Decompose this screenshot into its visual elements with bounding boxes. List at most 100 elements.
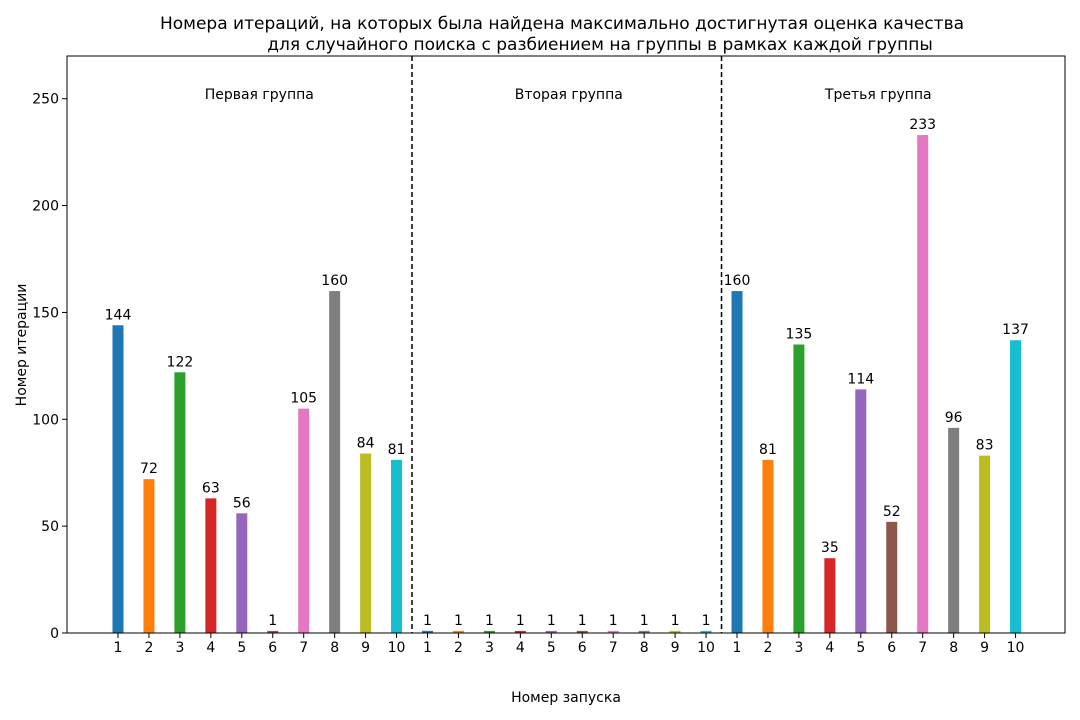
bar-group1-run8 xyxy=(329,291,341,633)
y-tick-label: 0 xyxy=(50,626,59,642)
bar-group2-run7 xyxy=(607,630,619,633)
x-tick-label: 6 xyxy=(887,640,896,656)
bar-value-label: 1 xyxy=(268,613,277,629)
bar-value-label: 1 xyxy=(423,613,432,629)
bar-group3-run8 xyxy=(948,427,960,633)
group-label: Вторая группа xyxy=(515,87,623,103)
bar-value-label: 52 xyxy=(883,504,901,520)
y-tick-label: 250 xyxy=(32,92,59,108)
bar-value-label: 1 xyxy=(609,613,618,629)
bar-group3-run5 xyxy=(855,389,867,633)
bar-group3-run10 xyxy=(1010,340,1022,633)
bar-value-label: 1 xyxy=(640,613,649,629)
bar-group2-run10 xyxy=(700,630,712,633)
y-tick-label: 50 xyxy=(41,519,59,535)
x-tick-label: 1 xyxy=(423,640,432,656)
x-tick-label: 8 xyxy=(949,640,958,656)
x-tick-label: 4 xyxy=(206,640,215,656)
group-label: Третья группа xyxy=(824,87,932,103)
bar-value-label: 1 xyxy=(671,613,680,629)
bar-value-label: 135 xyxy=(786,327,813,343)
x-tick-label: 4 xyxy=(516,640,525,656)
y-tick-label: 200 xyxy=(32,199,59,215)
y-tick-label: 100 xyxy=(32,412,59,428)
x-tick-label: 9 xyxy=(671,640,680,656)
x-tick-label: 10 xyxy=(1007,640,1025,656)
x-tick-label: 3 xyxy=(794,640,803,656)
bar-group3-run4 xyxy=(824,558,836,633)
bar-value-label: 56 xyxy=(233,495,251,511)
bar-group3-run2 xyxy=(762,459,774,633)
x-tick-label: 3 xyxy=(175,640,184,656)
bar-value-label: 114 xyxy=(847,371,874,387)
chart-title-line-2: для случайного поиска с разбиением на гр… xyxy=(267,35,933,55)
x-tick-label: 7 xyxy=(299,640,308,656)
x-tick-label: 2 xyxy=(454,640,463,656)
bar-value-label: 81 xyxy=(759,442,777,458)
bar-value-label: 35 xyxy=(821,540,839,556)
x-tick-label: 1 xyxy=(733,640,742,656)
x-tick-label: 8 xyxy=(640,640,649,656)
bar-group2-run6 xyxy=(576,630,588,633)
x-tick-label: 10 xyxy=(388,640,406,656)
y-tick-label: 150 xyxy=(32,305,59,321)
bar-value-label: 84 xyxy=(357,435,375,451)
x-tick-label: 7 xyxy=(609,640,618,656)
bar-group1-run3 xyxy=(174,372,186,633)
bar-group1-run2 xyxy=(143,479,155,633)
bar-value-label: 233 xyxy=(909,117,936,133)
bar-group2-run2 xyxy=(452,630,464,633)
plot-area: 0501001502002501441722122363456516105716… xyxy=(32,55,1066,656)
x-tick-label: 2 xyxy=(144,640,153,656)
x-tick-label: 8 xyxy=(330,640,339,656)
bar-group2-run3 xyxy=(483,630,495,633)
bar-group2-run9 xyxy=(669,630,681,633)
x-tick-label: 5 xyxy=(856,640,865,656)
bar-group1-run10 xyxy=(391,459,403,633)
x-tick-label: 6 xyxy=(578,640,587,656)
x-tick-label: 7 xyxy=(918,640,927,656)
bar-group1-run6 xyxy=(267,630,279,633)
bar-group3-run9 xyxy=(979,455,991,633)
bar-value-label: 137 xyxy=(1002,322,1029,338)
x-tick-label: 9 xyxy=(980,640,989,656)
bar-group2-run5 xyxy=(545,630,557,633)
x-tick-label: 10 xyxy=(697,640,715,656)
x-tick-label: 4 xyxy=(825,640,834,656)
x-tick-label: 5 xyxy=(237,640,246,656)
bar-value-label: 1 xyxy=(702,613,711,629)
bar-group3-run3 xyxy=(793,344,805,633)
x-tick-label: 6 xyxy=(268,640,277,656)
bar-group2-run8 xyxy=(638,630,650,633)
bar-value-label: 160 xyxy=(724,273,751,289)
bar-value-label: 72 xyxy=(140,461,158,477)
bar-value-label: 122 xyxy=(167,354,194,370)
bar-value-label: 1 xyxy=(547,613,556,629)
bar-value-label: 1 xyxy=(485,613,494,629)
bar-value-label: 63 xyxy=(202,480,220,496)
bar-group2-run1 xyxy=(422,630,433,633)
bar-value-label: 1 xyxy=(516,613,525,629)
plot-frame xyxy=(66,55,1066,634)
bar-group1-run7 xyxy=(298,408,310,633)
bar-group3-run7 xyxy=(917,135,929,633)
x-tick-label: 3 xyxy=(485,640,494,656)
x-tick-label: 2 xyxy=(763,640,772,656)
bar-group1-run1 xyxy=(112,325,124,633)
bar-value-label: 83 xyxy=(976,438,994,454)
bar-value-label: 1 xyxy=(578,613,587,629)
bar-group2-run4 xyxy=(514,630,526,633)
bar-value-label: 105 xyxy=(290,391,317,407)
bar-value-label: 81 xyxy=(388,442,406,458)
group-label: Первая группа xyxy=(205,87,314,103)
chart-title-line-1: Номера итераций, на которых была найдена… xyxy=(160,14,964,34)
bar-group3-run6 xyxy=(886,521,898,633)
x-axis-label: Номер запуска xyxy=(511,690,621,706)
bar-group1-run5 xyxy=(236,513,248,633)
x-tick-label: 9 xyxy=(361,640,370,656)
bar-value-label: 144 xyxy=(105,307,132,323)
bar-value-label: 160 xyxy=(321,273,348,289)
x-tick-label: 1 xyxy=(114,640,123,656)
bar-value-label: 96 xyxy=(945,410,963,426)
